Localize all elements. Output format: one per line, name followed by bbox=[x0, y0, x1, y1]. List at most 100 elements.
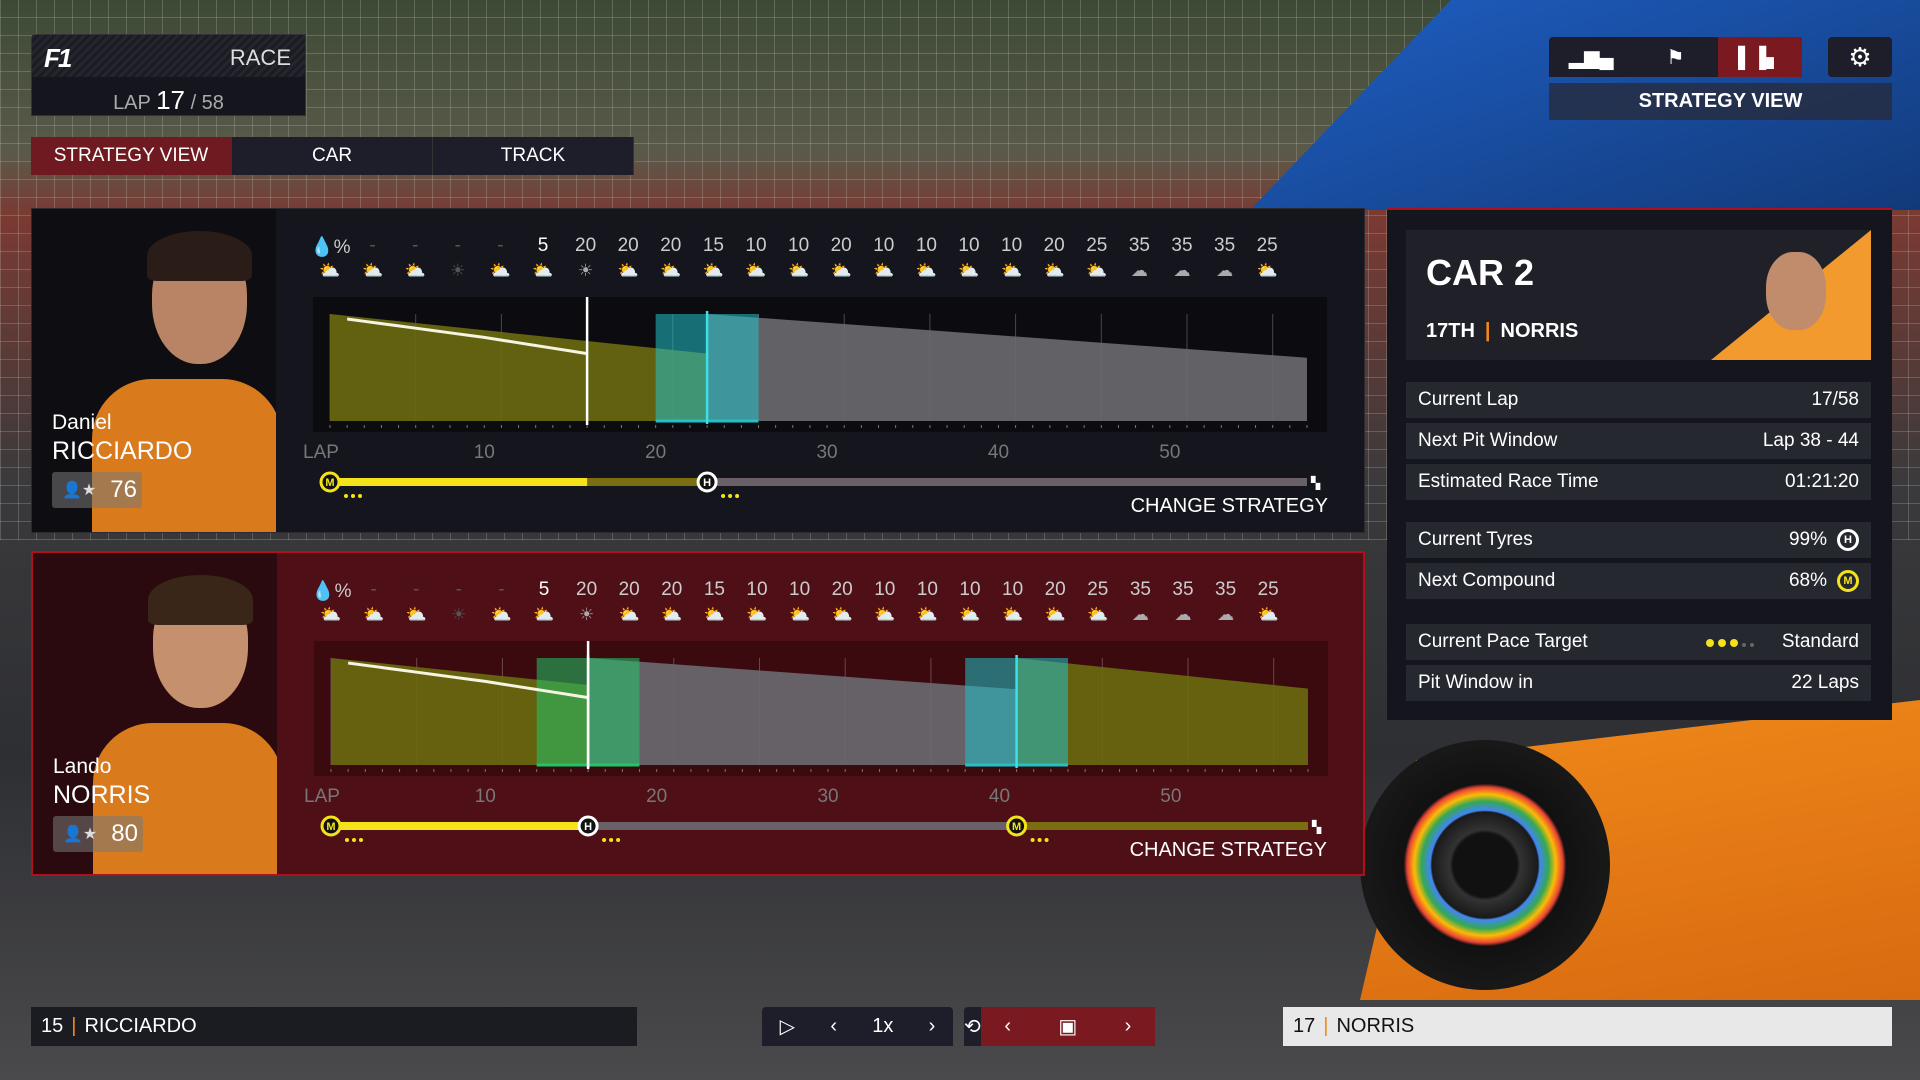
car-number: 17 bbox=[1293, 1015, 1316, 1037]
partly-weather-icon: ⛅ bbox=[1087, 605, 1109, 624]
row-value: Standard bbox=[1781, 631, 1859, 652]
strategy-bar-M bbox=[1016, 822, 1308, 830]
pace-dot bbox=[358, 494, 362, 498]
driver-strategy-panel-norris[interactable]: Lando NORRIS 👤★ 80 💧% - ⛅ - ⛅ - ☀ - ⛅ 5 ⛅ 20 ☀ 20 ⛅ 20 ⛅ 1… bbox=[31, 551, 1365, 876]
camera-prev-icon[interactable]: ‹ bbox=[1004, 1015, 1012, 1037]
tab-strategy-view[interactable]: STRATEGY VIEW bbox=[31, 137, 232, 175]
cloud-weather-icon: ☁ bbox=[1216, 261, 1234, 280]
current-lap: 17 bbox=[156, 85, 185, 115]
tyre-compound-label: H bbox=[584, 821, 592, 833]
camera-next-icon[interactable]: › bbox=[1124, 1015, 1132, 1037]
row-label: Current Tyres bbox=[1418, 529, 1533, 550]
tab-car[interactable]: CAR bbox=[232, 137, 433, 175]
rain-chance: 20 bbox=[831, 579, 853, 600]
rain-chance: - bbox=[369, 235, 376, 256]
stint-area-H bbox=[707, 314, 1307, 421]
car-info-panel: CAR 2 17TH | NORRIS Current Lap 17/58 Next … bbox=[1387, 208, 1892, 720]
driver-first-name: Daniel bbox=[52, 411, 112, 434]
weather-forecast: 💧% - ⛅ - ⛅ - ☀ - ⛅ 5 ⛅ 20 ☀ 20 ⛅ 20 ⛅ 15 ⛅ 10 ⛅ 10 ⛅ 20 ⛅ 10 ⛅ 10 ⛅ 1… bbox=[32, 209, 1364, 289]
partly-weather-icon: ⛅ bbox=[745, 261, 767, 280]
row-value: 99% bbox=[1788, 529, 1827, 550]
driver-bar-norris[interactable]: 17 | NORRIS bbox=[1283, 1007, 1892, 1046]
driver-last-name: NORRIS bbox=[53, 781, 151, 809]
rain-chance: 25 bbox=[1257, 579, 1279, 600]
pace-dot bbox=[728, 494, 733, 498]
rain-chance: 10 bbox=[745, 235, 767, 256]
tyre-compound-label: M bbox=[326, 821, 335, 833]
sun-weather-icon: ☀ bbox=[451, 605, 467, 624]
pace-dot bbox=[345, 838, 349, 842]
change-strategy-button[interactable]: CHANGE STRATEGY bbox=[1130, 495, 1328, 517]
driver-strategy-panel-ricciardo[interactable]: Daniel RICCIARDO 👤★ 76 💧% - ⛅ - ⛅ - ☀ - ⛅ 5 ⛅ 20 ☀ 20 ⛅… bbox=[31, 208, 1365, 533]
rain-chance: 20 bbox=[576, 579, 598, 600]
info-row-pace-target[interactable]: Current Pace Target Standard bbox=[1406, 624, 1871, 660]
checkered-flag-icon: ▚ bbox=[1310, 475, 1321, 490]
speed-down-icon[interactable]: ‹ bbox=[830, 1015, 837, 1037]
rain-chance: 5 bbox=[538, 579, 550, 600]
partly-weather-icon: ⛅ bbox=[404, 261, 426, 280]
play-icon[interactable]: ▷ bbox=[779, 1016, 796, 1038]
pace-dot bbox=[352, 838, 356, 842]
stint-area-M bbox=[1016, 658, 1308, 765]
partly-weather-icon: ⛅ bbox=[703, 605, 725, 624]
rain-chance: 35 bbox=[1171, 235, 1193, 256]
medium-tyre-icon: M bbox=[1837, 570, 1859, 592]
speed-up-icon[interactable]: › bbox=[928, 1015, 936, 1037]
partly-weather-icon: ⛅ bbox=[1002, 605, 1024, 624]
tyre-compound-label: M bbox=[1012, 821, 1021, 833]
tab-track[interactable]: TRACK bbox=[433, 137, 634, 175]
gear-icon[interactable]: ⚙ bbox=[1828, 37, 1892, 77]
rain-chance: 10 bbox=[959, 579, 981, 600]
hard-tyre-icon bbox=[577, 815, 599, 837]
tyre-wear-line bbox=[346, 317, 588, 356]
info-row-next-pit-window: Next Pit Window Lap 38 - 44 bbox=[1406, 423, 1871, 459]
driver-rating: 👤★ 76 bbox=[52, 472, 142, 508]
lap-tick-label: 50 bbox=[1159, 442, 1180, 463]
pace-dot bbox=[351, 494, 355, 498]
lap-tick-label: 40 bbox=[988, 442, 1009, 463]
partly-weather-icon: ⛅ bbox=[873, 261, 895, 280]
bar-chart-icon[interactable]: ▂▆▄ bbox=[1568, 46, 1614, 69]
medium-tyre-icon bbox=[320, 815, 342, 837]
car-title: CAR 2 bbox=[1426, 252, 1535, 293]
checkered-flag-icon: ▚ bbox=[1311, 819, 1322, 834]
partly-weather-icon: ⛅ bbox=[533, 605, 555, 624]
speed-value: 1x bbox=[872, 1015, 894, 1037]
session-header: F1 RACE LAP 17 / 58 bbox=[31, 34, 306, 116]
partly-weather-icon: ⛅ bbox=[874, 605, 896, 624]
medium-tyre-icon bbox=[1006, 815, 1028, 837]
rain-chance: 25 bbox=[1086, 235, 1108, 256]
tyre-compound-label: H bbox=[703, 477, 711, 489]
driver-mini-portrait bbox=[1766, 252, 1826, 330]
rain-chance: 25 bbox=[1087, 579, 1109, 600]
rain-chance: 20 bbox=[1043, 235, 1065, 256]
row-label: Pit Window in bbox=[1418, 672, 1534, 693]
total-laps: / 58 bbox=[190, 92, 224, 114]
rating-value: 76 bbox=[110, 476, 137, 503]
driver-rating: 👤★ 80 bbox=[53, 816, 143, 852]
partly-weather-icon: ⛅ bbox=[788, 261, 810, 280]
flag-icon[interactable]: ⚑ bbox=[1666, 46, 1685, 69]
cloud-weather-icon: ☁ bbox=[1174, 605, 1192, 624]
strategy-icon[interactable]: ▌▐▖ bbox=[1717, 37, 1802, 77]
swap-icon[interactable]: ⟲ bbox=[964, 1016, 981, 1038]
row-label: Next Compound bbox=[1418, 570, 1556, 591]
weather-forecast: 💧% - ⛅ - ⛅ - ☀ - ⛅ 5 ⛅ 20 ☀ 20 ⛅ 20 ⛅ 15 ⛅ 10 ⛅ 10 ⛅ 20 ⛅ 10 ⛅ 10 ⛅ 1… bbox=[33, 553, 1363, 633]
rain-chance: 10 bbox=[1002, 579, 1024, 600]
lap-tick-label: 10 bbox=[474, 442, 495, 463]
lap-tick-label: 30 bbox=[816, 442, 837, 463]
partly-weather-icon: ⛅ bbox=[362, 261, 384, 280]
hard-tyre-icon bbox=[696, 471, 718, 493]
rain-chance: 35 bbox=[1215, 579, 1237, 600]
info-row-current-tyres: Current Tyres 99% H bbox=[1406, 522, 1871, 558]
partly-weather-icon: ⛅ bbox=[1044, 605, 1066, 624]
driver-bar-ricciardo[interactable]: 15 | RICCIARDO bbox=[31, 1007, 637, 1046]
change-strategy-button[interactable]: CHANGE STRATEGY bbox=[1129, 839, 1327, 861]
lap-counter: LAP 17 / 58 bbox=[32, 77, 305, 116]
partly-weather-icon: ⛅ bbox=[959, 605, 981, 624]
row-label: Estimated Race Time bbox=[1418, 471, 1599, 492]
strategy-bar-progress bbox=[330, 478, 588, 486]
rain-chance: - bbox=[498, 579, 505, 600]
tyre-strategy-chart: LAP 10 20 30 40 50 ▚ M H bbox=[303, 297, 1321, 498]
rain-chance: 35 bbox=[1214, 235, 1236, 256]
